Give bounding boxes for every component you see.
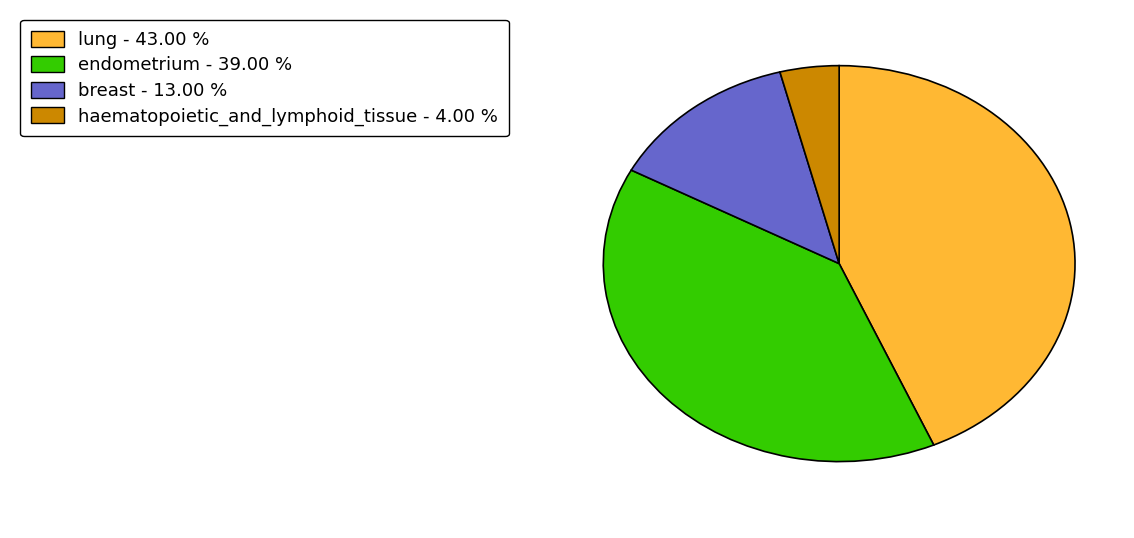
Wedge shape — [632, 72, 839, 264]
Wedge shape — [603, 170, 933, 462]
Legend: lung - 43.00 %, endometrium - 39.00 %, breast - 13.00 %, haematopoietic_and_lymp: lung - 43.00 %, endometrium - 39.00 %, b… — [20, 20, 509, 137]
Wedge shape — [780, 66, 839, 264]
Wedge shape — [839, 66, 1075, 445]
